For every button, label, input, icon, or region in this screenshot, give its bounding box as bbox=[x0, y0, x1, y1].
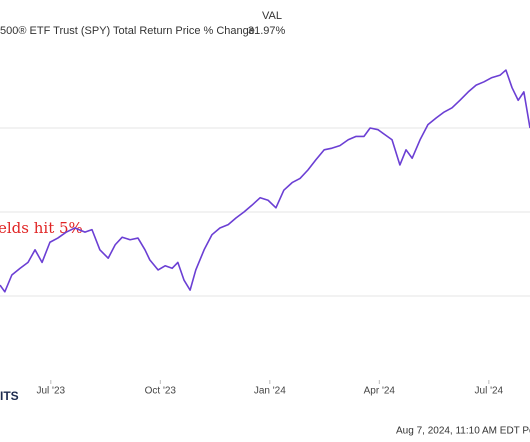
legend-entry: 500® ETF Trust (SPY) Total Return Price … bbox=[0, 25, 255, 37]
footer: Aug 7, 2024, 11:10 AM EDT Powered by bbox=[396, 426, 530, 437]
logo: ITS bbox=[0, 389, 19, 403]
x-tick-label: Oct '23 bbox=[145, 386, 177, 397]
x-tick-label: Jan '24 bbox=[254, 386, 286, 397]
legend-value: 31.97% bbox=[248, 25, 286, 37]
annotation: elds hit 5% bbox=[0, 219, 83, 237]
series-line bbox=[0, 69, 530, 293]
x-tick-label: Apr '24 bbox=[364, 386, 396, 397]
x-tick-label: Jul '24 bbox=[475, 386, 504, 397]
legend-header: VAL bbox=[262, 10, 282, 22]
x-tick-label: Jul '23 bbox=[37, 386, 66, 397]
